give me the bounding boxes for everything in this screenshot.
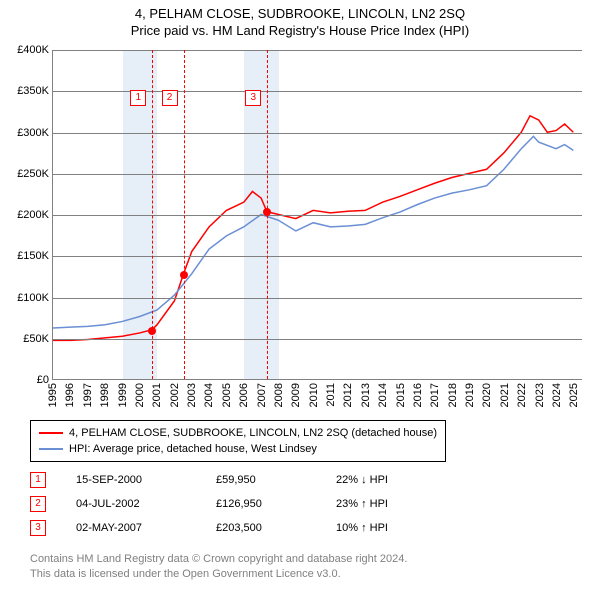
transaction-delta: 10% ↑ HPI	[336, 522, 446, 534]
chart-xtick-label: 2001	[151, 383, 163, 407]
chart-series-hpi	[53, 136, 573, 328]
chart-xtick-label: 2014	[377, 383, 389, 407]
chart-data-point	[180, 271, 188, 279]
chart-plot-area: £0£50K£100K£150K£200K£250K£300K£350K£400…	[52, 50, 582, 380]
transaction-row: 3 02-MAY-2007 £203,500 10% ↑ HPI	[30, 516, 446, 540]
chart-xtick-label: 1998	[99, 383, 111, 407]
attribution-line2: This data is licensed under the Open Gov…	[30, 567, 580, 582]
transaction-row: 1 15-SEP-2000 £59,950 22% ↓ HPI	[30, 468, 446, 492]
legend: 4, PELHAM CLOSE, SUDBROOKE, LINCOLN, LN2…	[30, 420, 446, 462]
chart-xtick-label: 2009	[290, 383, 302, 407]
transaction-row: 2 04-JUL-2002 £126,950 23% ↑ HPI	[30, 492, 446, 516]
chart-data-point	[148, 327, 156, 335]
chart-ytick-label: £250K	[17, 168, 49, 180]
chart-xtick-label: 1996	[64, 383, 76, 407]
chart-xtick-label: 2020	[481, 383, 493, 407]
attribution: Contains HM Land Registry data © Crown c…	[30, 552, 580, 582]
chart-ytick-label: £50K	[23, 333, 49, 345]
chart-xtick-label: 2015	[395, 383, 407, 407]
chart-ytick-label: £150K	[17, 250, 49, 262]
transaction-price: £126,950	[216, 498, 306, 510]
transaction-badge: 3	[30, 520, 46, 536]
chart-xtick-label: 1999	[117, 383, 129, 407]
chart-xtick-label: 2021	[499, 383, 511, 407]
chart-xtick-label: 2000	[134, 383, 146, 407]
chart-gridline	[53, 298, 582, 299]
chart-xtick-label: 2006	[238, 383, 250, 407]
chart-xtick-label: 2022	[516, 383, 528, 407]
chart-ytick-label: £300K	[17, 127, 49, 139]
transaction-price: £59,950	[216, 474, 306, 486]
chart-xtick-label: 2024	[551, 383, 563, 407]
chart-gridline	[53, 50, 582, 51]
chart-series-subject	[53, 116, 573, 341]
chart-xtick-label: 2002	[169, 383, 181, 407]
chart-marker-badge: 2	[162, 90, 178, 106]
transaction-date: 15-SEP-2000	[76, 474, 186, 486]
transaction-date: 04-JUL-2002	[76, 498, 186, 510]
chart-gridline	[53, 215, 582, 216]
transaction-price: £203,500	[216, 522, 306, 534]
legend-swatch-hpi	[39, 448, 63, 450]
transaction-badge: 1	[30, 472, 46, 488]
chart-data-point	[263, 208, 271, 216]
chart-gridline	[53, 174, 582, 175]
chart-xtick-label: 2012	[342, 383, 354, 407]
chart-xtick-label: 2023	[534, 383, 546, 407]
chart-xtick-label: 2010	[308, 383, 320, 407]
attribution-line1: Contains HM Land Registry data © Crown c…	[30, 552, 580, 567]
chart-xtick-label: 1997	[82, 383, 94, 407]
transaction-date: 02-MAY-2007	[76, 522, 186, 534]
chart-gridline	[53, 339, 582, 340]
chart-xtick-label: 2013	[360, 383, 372, 407]
chart-ytick-label: £350K	[17, 85, 49, 97]
chart-xtick-label: 2011	[325, 383, 337, 407]
chart-xtick-label: 2008	[273, 383, 285, 407]
title-block: 4, PELHAM CLOSE, SUDBROOKE, LINCOLN, LN2…	[0, 0, 600, 38]
chart-marker-badge: 3	[245, 90, 261, 106]
chart-ytick-label: £400K	[17, 44, 49, 56]
transaction-delta: 22% ↓ HPI	[336, 474, 446, 486]
chart-marker-badge: 1	[130, 90, 146, 106]
title-address: 4, PELHAM CLOSE, SUDBROOKE, LINCOLN, LN2…	[0, 6, 600, 21]
legend-swatch-subject	[39, 432, 63, 434]
chart-xtick-label: 2005	[221, 383, 233, 407]
chart-xtick-label: 2018	[447, 383, 459, 407]
chart-ytick-label: £100K	[17, 292, 49, 304]
legend-label-hpi: HPI: Average price, detached house, West…	[69, 443, 317, 455]
chart-xtick-label: 2004	[203, 383, 215, 407]
transaction-badge: 2	[30, 496, 46, 512]
chart-gridline	[53, 256, 582, 257]
chart-xtick-label: 2003	[186, 383, 198, 407]
chart-xtick-label: 2025	[568, 383, 580, 407]
legend-item-subject: 4, PELHAM CLOSE, SUDBROOKE, LINCOLN, LN2…	[39, 425, 437, 441]
transactions-table: 1 15-SEP-2000 £59,950 22% ↓ HPI 2 04-JUL…	[30, 468, 446, 540]
chart-ytick-label: £200K	[17, 209, 49, 221]
legend-label-subject: 4, PELHAM CLOSE, SUDBROOKE, LINCOLN, LN2…	[69, 427, 437, 439]
title-subtitle: Price paid vs. HM Land Registry's House …	[0, 23, 600, 38]
transaction-delta: 23% ↑ HPI	[336, 498, 446, 510]
chart-xtick-label: 2019	[464, 383, 476, 407]
chart-xtick-label: 2016	[412, 383, 424, 407]
chart-xtick-label: 2007	[256, 383, 268, 407]
chart-vertical-marker	[184, 50, 185, 379]
chart-xtick-label: 2017	[429, 383, 441, 407]
chart-gridline	[53, 133, 582, 134]
chart-xtick-label: 1995	[47, 383, 59, 407]
legend-item-hpi: HPI: Average price, detached house, West…	[39, 441, 437, 457]
chart-container: 4, PELHAM CLOSE, SUDBROOKE, LINCOLN, LN2…	[0, 0, 600, 590]
